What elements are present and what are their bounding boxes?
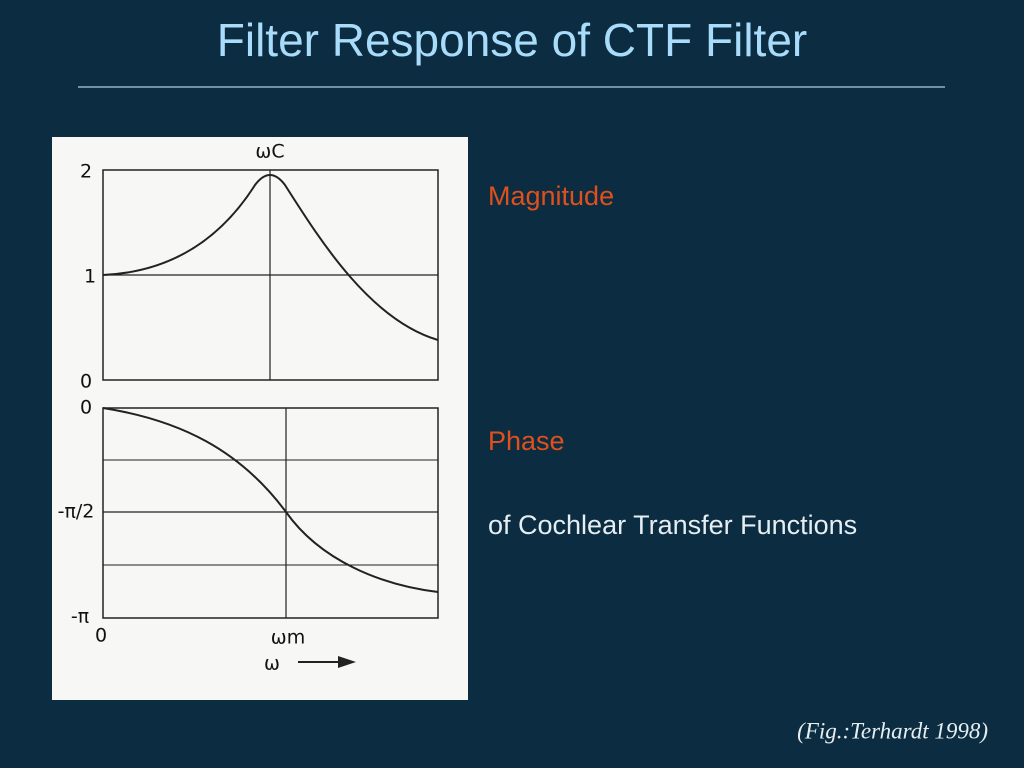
x-origin-label: 0 [95,625,107,647]
magnitude-curve [102,174,439,341]
omega-c-label: ωC [255,141,284,163]
caption: (Fig.:Terhardt 1998) [797,718,988,743]
magnitude-label: Magnitude [488,181,614,211]
phase-label: Phase [488,426,565,456]
phase-tick: -π [71,606,89,628]
figure: 2 1 0 ωC 0 -π/2 -π 0 ωm ω [52,137,468,700]
description: of Cochlear Transfer Functions [488,510,857,540]
magnitude-tick: 0 [80,371,92,393]
phase-tick: -π/2 [58,501,95,523]
omega-arrowhead [338,656,356,668]
omega-axis-label: ω [264,653,280,675]
magnitude-tick: 2 [80,161,92,183]
figure-background [52,137,468,700]
phase-curve [102,407,439,593]
slide-title: Filter Response of CTF Filter [217,14,807,66]
omega-m-label: ωm [271,627,305,649]
magnitude-tick: 1 [84,266,96,288]
phase-tick: 0 [80,397,92,419]
phase-frame [102,407,439,619]
